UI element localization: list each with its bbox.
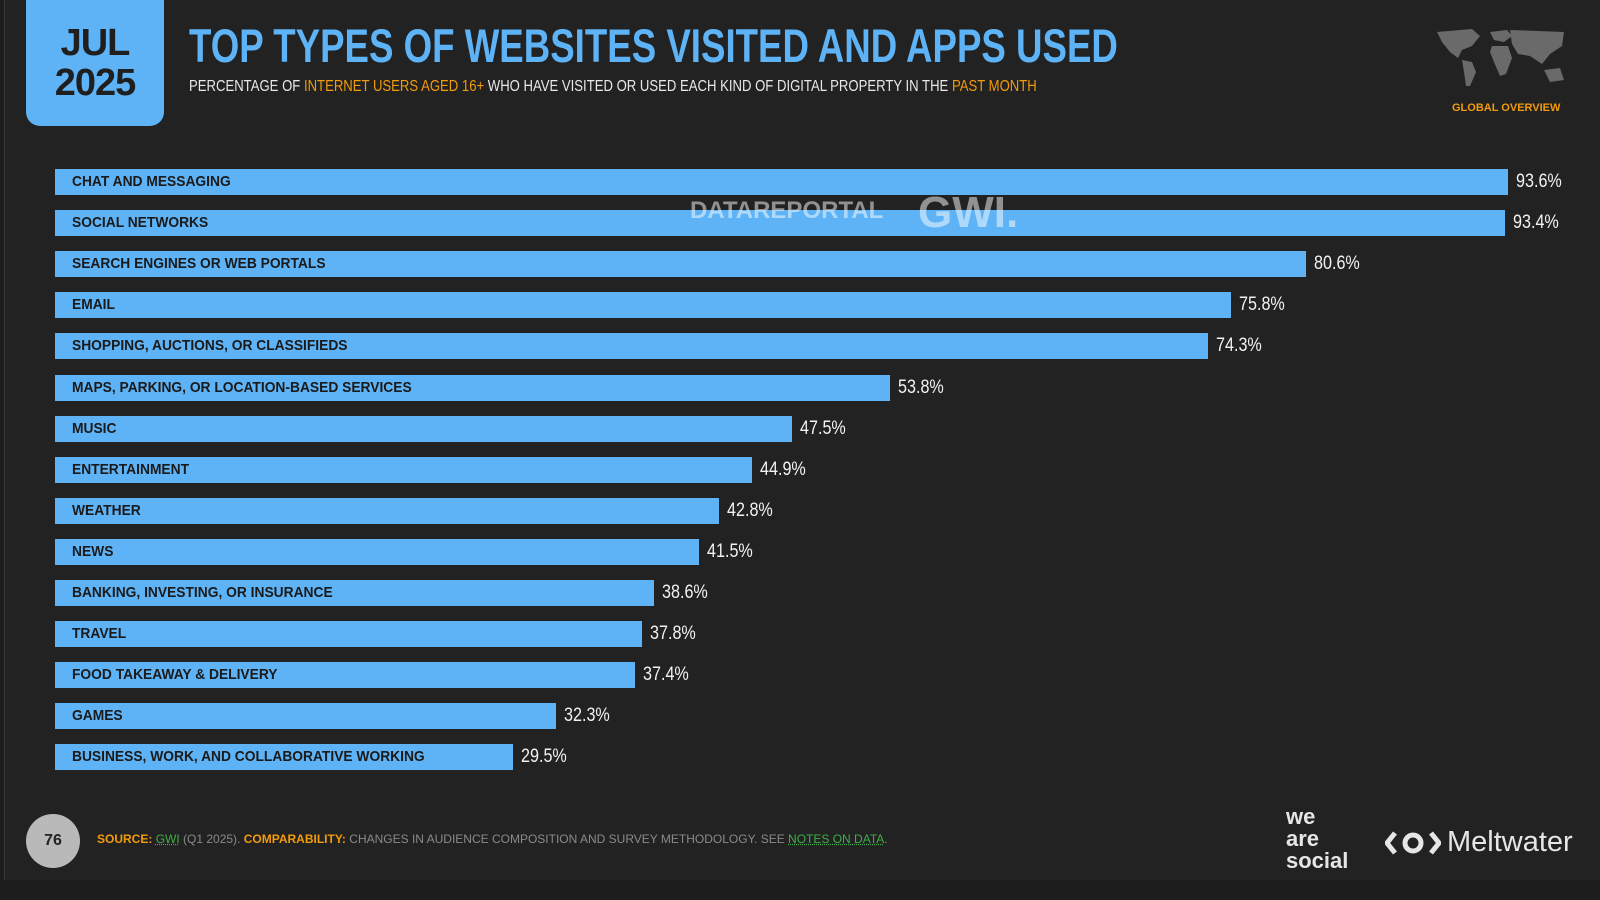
bar-value-label: 29.5% bbox=[520, 746, 567, 768]
page-number: 76 bbox=[26, 814, 80, 868]
bar-category-label: ENTERTAINMENT bbox=[72, 460, 190, 478]
date-month: JUL bbox=[60, 22, 131, 64]
bar-value-label: 80.6% bbox=[1313, 253, 1360, 275]
bar-value-label: 47.5% bbox=[800, 417, 846, 439]
bar-value-label: 37.4% bbox=[643, 664, 690, 686]
we-are-social-logo: we are social bbox=[1286, 806, 1348, 872]
subtitle-highlight: PAST MONTH bbox=[951, 78, 1037, 95]
page-subtitle: PERCENTAGE OF INTERNET USERS AGED 16+ WH… bbox=[189, 78, 1037, 96]
bar bbox=[55, 415, 793, 442]
date-year: 2025 bbox=[54, 62, 137, 104]
bar-category-label: FOOD TAKEAWAY & DELIVERY bbox=[72, 666, 278, 684]
comparability-text: CHANGES IN AUDIENCE COMPOSITION AND SURV… bbox=[345, 832, 789, 846]
bar-category-label: MAPS, PARKING, OR LOCATION-BASED SERVICE… bbox=[72, 378, 412, 396]
bar-category-label: TRAVEL bbox=[72, 625, 127, 643]
bar-category-label: SHOPPING, AUCTIONS, OR CLASSIFIEDS bbox=[72, 337, 348, 355]
bar bbox=[55, 374, 890, 401]
bar bbox=[55, 662, 636, 689]
bar bbox=[55, 333, 1209, 360]
bar bbox=[55, 497, 720, 524]
bar-category-label: GAMES bbox=[72, 707, 123, 725]
bar-category-label: BUSINESS, WORK, AND COLLABORATIVE WORKIN… bbox=[72, 748, 425, 766]
bar-value-label: 93.4% bbox=[1512, 212, 1559, 234]
source-link[interactable]: GWI bbox=[155, 832, 180, 846]
notes-on-data-link[interactable]: NOTES ON DATA bbox=[788, 832, 885, 846]
bar-value-label: 93.6% bbox=[1515, 171, 1562, 192]
bar-value-label: 74.3% bbox=[1216, 335, 1262, 357]
bar-category-label: EMAIL bbox=[72, 296, 115, 314]
bar-category-label: SOCIAL NETWORKS bbox=[72, 214, 209, 232]
bar bbox=[55, 456, 752, 483]
bar-value-label: 37.8% bbox=[649, 623, 696, 645]
gwi-watermark: GWI. bbox=[918, 188, 1019, 237]
source-detail: (Q1 2025). bbox=[179, 832, 244, 846]
comparability-label: COMPARABILITY: bbox=[243, 832, 346, 846]
subtitle-highlight: INTERNET USERS AGED 16+ bbox=[303, 78, 485, 95]
datareportal-watermark: DATAREPORTAL bbox=[690, 197, 884, 224]
bar-category-label: WEATHER bbox=[72, 501, 141, 519]
bar-value-label: 53.8% bbox=[897, 376, 944, 398]
meltwater-logo: Meltwater bbox=[1385, 826, 1573, 859]
page-title: TOP TYPES OF WEBSITES VISITED AND APPS U… bbox=[189, 19, 1118, 72]
bar-value-label: 32.3% bbox=[564, 705, 611, 727]
bar-category-label: CHAT AND MESSAGING bbox=[72, 173, 231, 190]
footer-end: . bbox=[884, 832, 888, 846]
bar-category-label: NEWS bbox=[72, 542, 114, 560]
bar-value-label: 44.9% bbox=[759, 458, 806, 480]
bar bbox=[55, 538, 700, 565]
logo-text: we bbox=[1286, 804, 1316, 829]
bar bbox=[55, 703, 557, 730]
date-badge: JUL 2025 bbox=[26, 0, 164, 126]
logo-text: are bbox=[1286, 826, 1320, 851]
bar bbox=[55, 580, 655, 606]
source-label: SOURCE: bbox=[97, 832, 153, 846]
bar-value-label: 38.6% bbox=[662, 582, 708, 603]
bar-category-label: MUSIC bbox=[72, 419, 117, 437]
world-map-icon bbox=[1437, 29, 1564, 86]
bar bbox=[55, 292, 1232, 319]
bar bbox=[55, 251, 1306, 278]
meltwater-eye-icon bbox=[1385, 830, 1441, 855]
region-label: GLOBAL OVERVIEW bbox=[1452, 102, 1561, 114]
logo-text: social bbox=[1286, 848, 1349, 873]
bar-category-label: BANKING, INVESTING, OR INSURANCE bbox=[72, 584, 333, 601]
subtitle-text: WHO HAVE VISITED OR USED EACH KIND OF DI… bbox=[484, 78, 952, 95]
bar-value-label: 42.8% bbox=[727, 499, 774, 521]
bar-value-label: 75.8% bbox=[1239, 294, 1286, 316]
bar bbox=[55, 744, 513, 771]
footer-source: SOURCE: GWI (Q1 2025). COMPARABILITY: CH… bbox=[97, 832, 888, 846]
bar bbox=[55, 621, 642, 648]
bar-value-label: 41.5% bbox=[707, 540, 753, 562]
bar bbox=[55, 169, 1508, 195]
bar bbox=[55, 210, 1505, 237]
meltwater-text: Meltwater bbox=[1447, 826, 1573, 858]
subtitle-text: PERCENTAGE OF bbox=[189, 78, 304, 95]
bar-category-label: SEARCH ENGINES OR WEB PORTALS bbox=[72, 255, 326, 273]
